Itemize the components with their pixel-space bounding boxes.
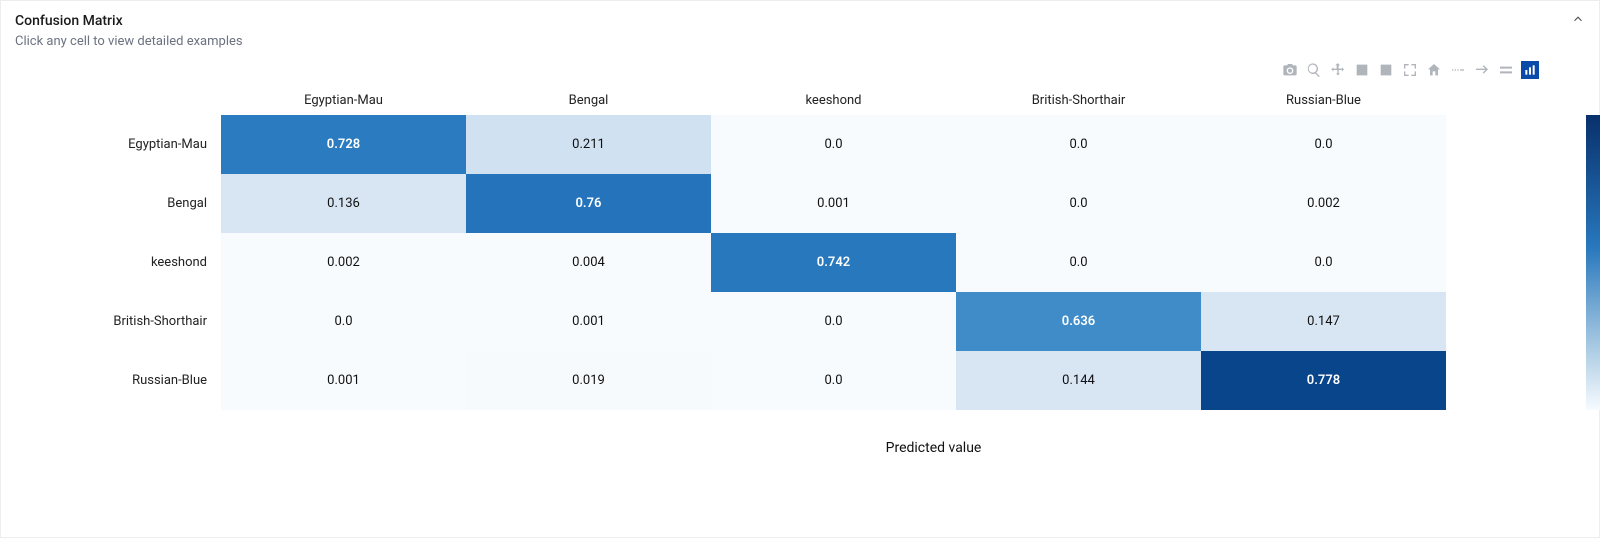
row-header: British-Shorthair [101,292,221,351]
matrix-cell[interactable]: 0.0 [711,115,956,174]
pan-icon[interactable] [1329,61,1347,79]
matrix-cell[interactable]: 0.001 [221,351,466,410]
autoscale-icon[interactable] [1401,61,1419,79]
panel-header: Confusion Matrix [1,11,1599,34]
spike-lines-icon[interactable] [1449,61,1467,79]
matrix-cell[interactable]: 0.0 [221,292,466,351]
matrix-cell[interactable]: 0.0 [956,174,1201,233]
compare-icon[interactable] [1497,61,1515,79]
chart-area: Egyptian-MauBengalkeeshondBritish-Shorth… [1,85,1599,456]
matrix-cell[interactable]: 0.0 [1201,233,1446,292]
matrix-cell[interactable]: 0.001 [711,174,956,233]
matrix-cell[interactable]: 0.144 [956,351,1201,410]
corner-blank [101,85,221,115]
matrix-cell[interactable]: 0.778 [1201,351,1446,410]
col-header: British-Shorthair [956,85,1201,115]
panel-subtitle: Click any cell to view detailed examples [1,34,1599,59]
matrix-cell[interactable]: 0.0 [956,115,1201,174]
matrix-cell[interactable]: 0.019 [466,351,711,410]
row-header: Egyptian-Mau [101,115,221,174]
plotly-toolbar [1,59,1599,85]
collapse-icon[interactable] [1571,11,1585,30]
zoom-out-icon[interactable] [1377,61,1395,79]
matrix-cell[interactable]: 0.001 [466,292,711,351]
col-header: Egyptian-Mau [221,85,466,115]
matrix-cell[interactable]: 0.0 [1201,115,1446,174]
matrix-cell[interactable]: 0.002 [221,233,466,292]
matrix-cell[interactable]: 0.0 [711,292,956,351]
camera-icon[interactable] [1281,61,1299,79]
matrix-cell[interactable]: 0.742 [711,233,956,292]
matrix-cell[interactable]: 0.211 [466,115,711,174]
matrix-cell[interactable]: 0.004 [466,233,711,292]
x-axis-label: Predicted value [321,440,1546,456]
reset-axes-icon[interactable] [1425,61,1443,79]
row-header: Russian-Blue [101,351,221,410]
row-header: keeshond [101,233,221,292]
matrix-cell[interactable]: 0.728 [221,115,466,174]
row-header: Bengal [101,174,221,233]
col-header: Russian-Blue [1201,85,1446,115]
col-header: Bengal [466,85,711,115]
zoom-icon[interactable] [1305,61,1323,79]
confusion-matrix-panel: Confusion Matrix Click any cell to view … [0,0,1600,538]
matrix-cell[interactable]: 0.636 [956,292,1201,351]
colorbar-gradient [1586,115,1600,410]
matrix-cell[interactable]: 0.0 [956,233,1201,292]
panel-title: Confusion Matrix [15,13,123,29]
confusion-matrix: Egyptian-MauBengalkeeshondBritish-Shorth… [101,85,1546,410]
matrix-cell[interactable]: 0.0 [711,351,956,410]
show-closest-icon[interactable] [1473,61,1491,79]
colorbar: 0.80.60.40.20 [1586,115,1600,410]
matrix-cell[interactable]: 0.76 [466,174,711,233]
col-header: keeshond [711,85,956,115]
matrix-cell[interactable]: 0.002 [1201,174,1446,233]
zoom-in-icon[interactable] [1353,61,1371,79]
matrix-cell[interactable]: 0.147 [1201,292,1446,351]
plotly-logo-icon[interactable] [1521,61,1539,79]
matrix-cell[interactable]: 0.136 [221,174,466,233]
